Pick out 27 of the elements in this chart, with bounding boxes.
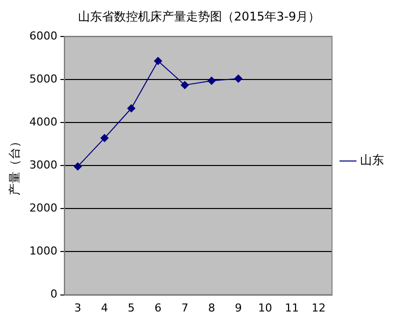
x-tick-label: 8 [208,301,216,314]
y-tick-label: 5000 [29,72,58,86]
y-tick-label: 4000 [29,115,58,128]
y-tick-label: 6000 [29,29,58,42]
legend-label: 山东 [360,153,384,168]
y-axis-title: 产量（台） [7,136,22,196]
point [234,74,242,83]
y-tick-label: 1000 [29,244,58,258]
x-tick-label: 7 [181,301,188,314]
x-tick-label: 9 [234,301,242,314]
point [100,134,109,142]
point [127,104,136,112]
x-tick-label: 10 [258,301,272,314]
y-tick-label: 3000 [29,158,58,172]
x-tick-label: 11 [284,301,299,314]
point [154,56,162,65]
x-tick-label: 3 [74,301,82,314]
y-tick-label: 0 [50,288,58,301]
x-tick-label: 12 [312,301,326,314]
y-tick-label: 2000 [29,202,58,215]
point [74,162,82,170]
x-tick-label: 4 [101,301,108,314]
x-tick-label: 5 [128,301,135,314]
x-tick-label: 6 [154,301,162,314]
point [208,76,216,85]
point [180,81,189,90]
chart-title: 山东省数控机床产量走势图（2015年3-9月） [78,9,320,24]
